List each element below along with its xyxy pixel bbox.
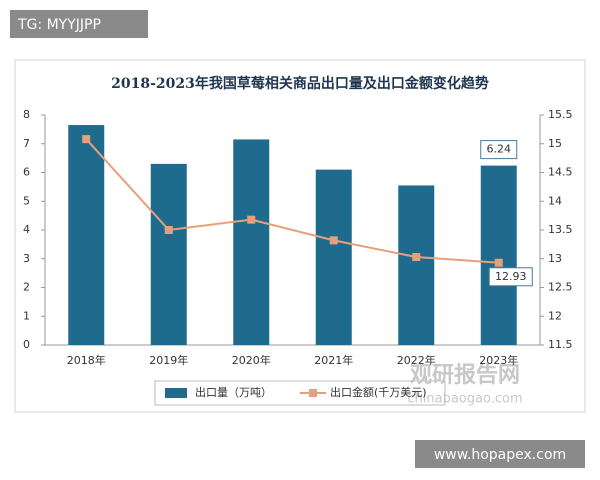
y2-tick-label: 14.5 [548, 166, 573, 179]
line-marker [82, 135, 91, 144]
y-tick-label: 6 [23, 166, 30, 179]
watermark: chinabaogao.com [407, 392, 522, 407]
x-tick-label: 2019年 [149, 353, 188, 367]
line [85, 138, 499, 264]
line-marker [164, 226, 173, 234]
y-tick-label: 2 [23, 281, 30, 294]
bar [233, 139, 270, 345]
bar [150, 163, 187, 345]
y2-tick-label: 12 [548, 309, 562, 322]
y-tick-label: 1 [23, 309, 30, 322]
bar [68, 125, 105, 345]
y-tick-label: 7 [23, 137, 30, 150]
y2-tick-label: 14 [548, 194, 562, 207]
x-tick-label: 2020年 [232, 353, 271, 367]
y-tick-label: 5 [23, 194, 30, 207]
x-tick-label: 2018年 [67, 353, 106, 367]
line-marker [329, 236, 338, 245]
watermark: 观研报告网 [410, 363, 520, 388]
legend-swatch [165, 388, 187, 398]
data-label: 12.93 [495, 270, 527, 283]
line-marker [247, 215, 256, 224]
legend-swatch [309, 389, 317, 397]
bar [398, 185, 435, 345]
watermark: TG: MYYJJPP [17, 17, 101, 33]
data-label-box [488, 267, 533, 287]
y-tick-label: 8 [23, 108, 30, 121]
watermark: www.hopapex.com [434, 447, 566, 463]
bar [315, 169, 352, 345]
y2-tick-label: 11.5 [548, 338, 573, 351]
x-tick-label: 2023年 [479, 353, 518, 367]
legend-box [154, 380, 446, 406]
y2-tick-label: 15.5 [548, 108, 573, 121]
data-label: 6.24 [487, 143, 512, 156]
y-tick-label: 3 [23, 252, 30, 265]
y2-tick-label: 12.5 [548, 281, 573, 294]
legend-label: 出口量（万吨） [195, 385, 272, 399]
bar [480, 165, 517, 345]
y-tick-label: 0 [23, 338, 30, 351]
x-tick-label: 2021年 [314, 353, 353, 367]
watermark-box [10, 10, 148, 38]
y-tick-label: 4 [23, 223, 30, 236]
legend-label: 出口金额(千万美元) [330, 385, 427, 399]
y2-tick-label: 13 [548, 252, 562, 265]
y2-tick-label: 13.5 [548, 223, 573, 236]
line-marker [494, 258, 503, 267]
chart-title: 2018-2023年我国草莓相关商品出口量及出口金额变化趋势 [111, 75, 489, 92]
line-marker [412, 253, 421, 262]
data-label-box [480, 140, 518, 160]
watermark-box [415, 440, 585, 468]
y2-tick-label: 15 [548, 137, 562, 150]
x-tick-label: 2022年 [397, 353, 436, 367]
